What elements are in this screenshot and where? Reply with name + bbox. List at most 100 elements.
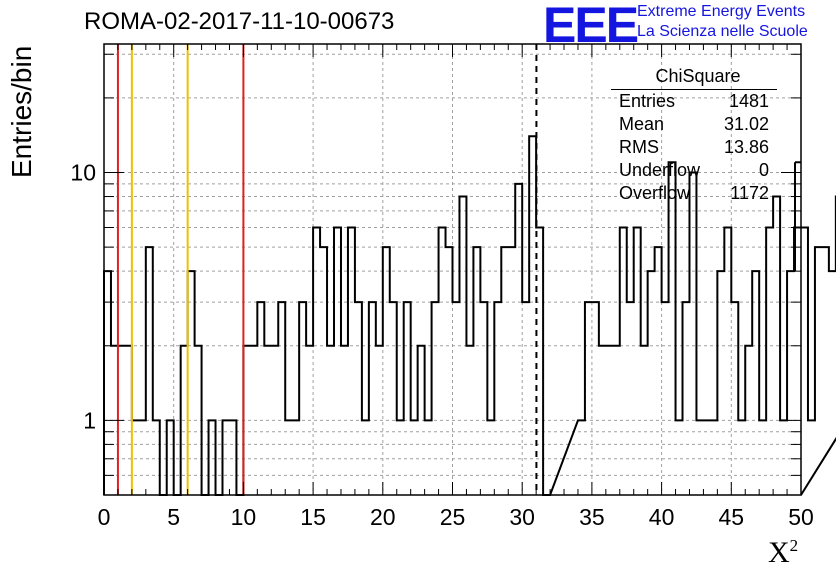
x-tick-label: 0 [98, 504, 111, 530]
stats-value: 13.86 [723, 137, 769, 157]
histogram-bin [292, 420, 299, 495]
x-tick-label: 40 [649, 504, 675, 530]
histogram-bin [529, 136, 536, 495]
histogram-bin [432, 302, 439, 495]
histogram-bin [181, 346, 188, 495]
histogram-bin [320, 247, 327, 495]
histogram-bin [627, 302, 634, 495]
histogram-bin [613, 346, 620, 495]
histogram-bin [696, 420, 703, 495]
histogram-bin [766, 228, 773, 495]
histogram-bin [738, 420, 745, 495]
stats-label: RMS [619, 137, 659, 157]
histogram-bin [522, 302, 529, 495]
x-tick-label: 30 [509, 504, 535, 530]
x-tick-label: 15 [300, 504, 326, 530]
y-tick-label: 1 [83, 407, 96, 433]
histogram-bin [390, 302, 397, 495]
histogram-bin [418, 346, 425, 495]
stats-value: 31.02 [723, 114, 769, 134]
histogram-bin [250, 346, 257, 495]
histogram-bin [425, 420, 432, 495]
histogram-bin [404, 302, 411, 495]
histogram-bin [243, 346, 250, 495]
x-tick-label: 20 [370, 504, 396, 530]
histogram-bin [355, 302, 362, 495]
x-axis-label-superscript: 2 [789, 536, 799, 555]
logo-caption-line1: Extreme Energy Events [637, 3, 806, 20]
histogram-bin [306, 346, 313, 495]
histogram-bin [745, 346, 752, 495]
histogram-bin [780, 420, 787, 495]
histogram-bin [132, 420, 139, 495]
stats-divider [611, 89, 777, 90]
histogram-bin [264, 346, 271, 495]
stats-row-rms: RMS 13.86 [611, 136, 781, 159]
stats-row-entries: Entries 1481 [611, 90, 781, 113]
histogram-bin [829, 271, 836, 495]
x-tick-label: 10 [231, 504, 257, 530]
histogram-bin [397, 420, 404, 495]
histogram-bin [822, 247, 829, 495]
histogram-bin [592, 302, 599, 495]
histogram-bin [473, 247, 480, 495]
x-tick-label: 45 [719, 504, 745, 530]
stats-row-mean: Mean 31.02 [611, 113, 781, 136]
histogram-bin [153, 420, 160, 495]
histogram-bin [801, 228, 808, 495]
stats-box: ChiSquare Entries 1481 Mean 31.02 RMS 13… [611, 64, 781, 205]
histogram-bin [515, 184, 522, 495]
histogram-bin [167, 420, 174, 495]
x-tick-label: 35 [579, 504, 605, 530]
histogram-bin [641, 346, 648, 495]
chart-title: ROMA-02-2017-11-10-00673 [84, 8, 395, 35]
histogram-bin [362, 420, 369, 495]
histogram-bin [278, 302, 285, 495]
histogram-bin [808, 420, 815, 495]
histogram-bin [271, 346, 278, 495]
x-tick-label: 5 [167, 504, 180, 530]
stats-value: 0 [758, 160, 769, 180]
histogram-bin [710, 420, 717, 495]
histogram-bin [487, 420, 494, 495]
histogram-bin [731, 302, 738, 495]
histogram-bin [439, 228, 446, 495]
histogram-bin [773, 197, 780, 495]
histogram-bin [724, 228, 731, 495]
histogram-bin [139, 420, 146, 495]
stats-value: 1172 [730, 183, 769, 203]
x-tick-label: 50 [788, 504, 814, 530]
histogram-bin [585, 302, 592, 495]
histogram-bin [669, 162, 676, 495]
histogram-bin [466, 346, 473, 495]
histogram-bin [369, 302, 376, 495]
histogram-bin [494, 302, 501, 495]
histogram-bin [703, 420, 710, 495]
histogram-bin [341, 346, 348, 495]
reference-lines [116, 44, 538, 495]
histogram-bin [446, 247, 453, 495]
histogram-bin [195, 346, 202, 495]
histogram-bin [620, 228, 627, 495]
histogram-bin [815, 247, 822, 495]
histogram-bin [508, 247, 515, 495]
histogram-bin [348, 228, 355, 495]
stats-row-underflow: Underflow 0 [611, 159, 781, 182]
histogram-bin [599, 346, 606, 495]
histogram-bin [759, 420, 766, 495]
histogram-bin [717, 271, 724, 495]
histogram-bin [146, 247, 153, 495]
histogram-bin [655, 247, 662, 495]
stats-value: 1481 [728, 91, 769, 111]
histogram-bin [453, 302, 460, 495]
axes: 0 5 10 15 20 25 30 35 40 45 50 1 10 [70, 43, 814, 530]
stats-label: Underflow [619, 160, 701, 180]
y-axis-label: Entries/bin [6, 45, 37, 178]
histogram-bin [125, 346, 132, 495]
histogram-bin [285, 420, 292, 495]
histogram-bin [459, 197, 466, 495]
histogram-bin [313, 228, 320, 495]
x-tick-label: 25 [440, 504, 466, 530]
